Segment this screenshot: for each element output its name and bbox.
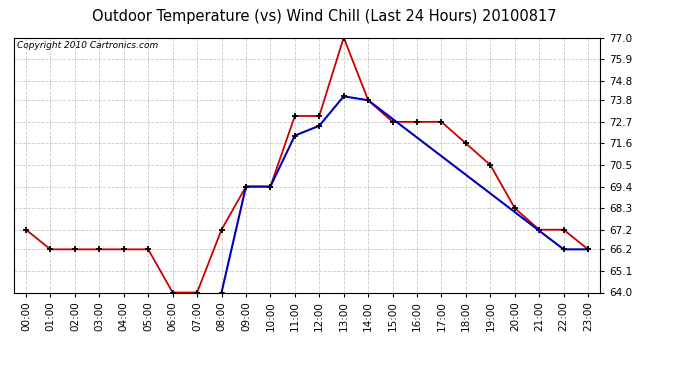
Text: Outdoor Temperature (vs) Wind Chill (Last 24 Hours) 20100817: Outdoor Temperature (vs) Wind Chill (Las…: [92, 9, 557, 24]
Text: Copyright 2010 Cartronics.com: Copyright 2010 Cartronics.com: [17, 41, 158, 50]
